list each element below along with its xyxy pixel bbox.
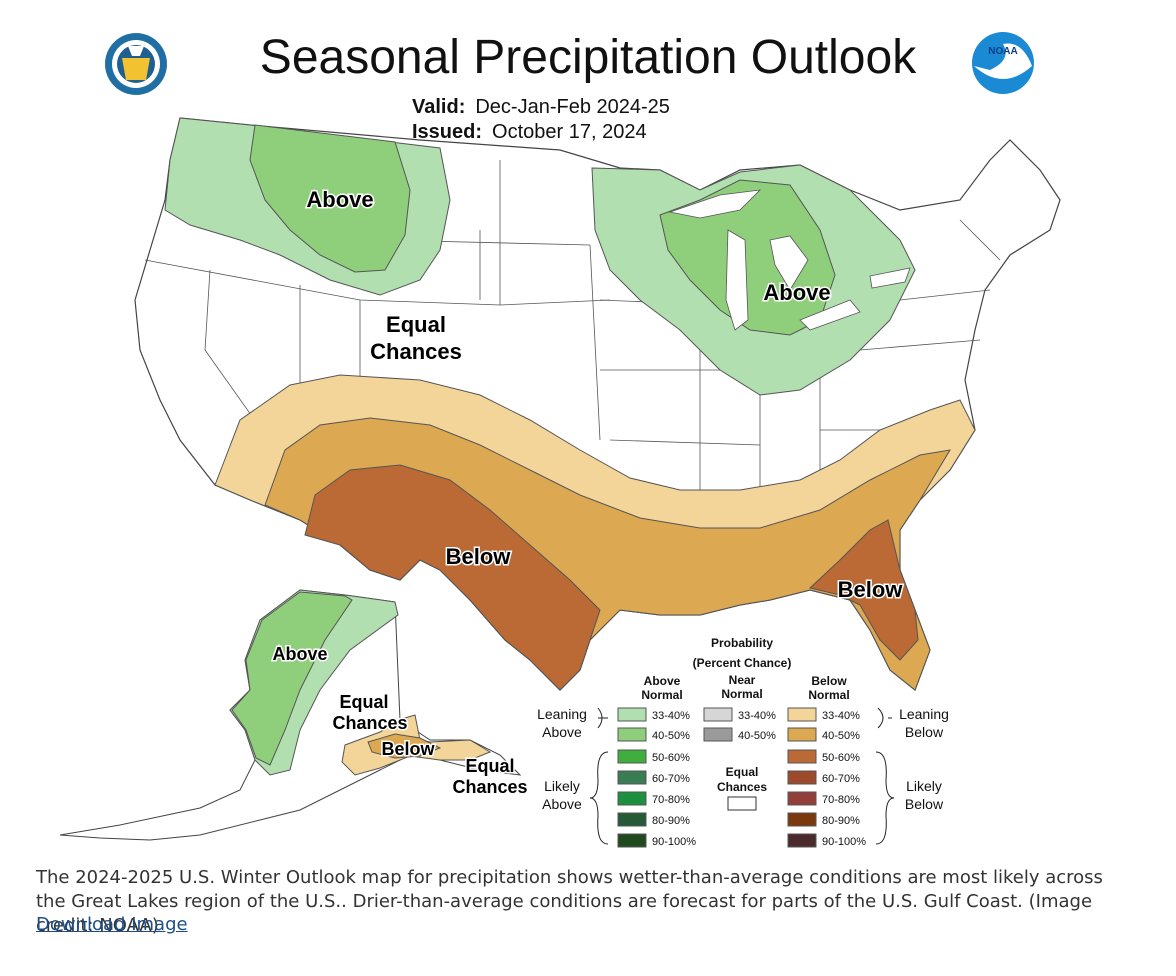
map-title: Seasonal Precipitation Outlook	[259, 31, 917, 84]
label-ak-below: Below	[381, 739, 435, 759]
legend-equal-2: Chances	[717, 780, 767, 794]
legend-below-swatch	[787, 833, 817, 848]
legend-likely-below-2: Below	[905, 796, 944, 812]
legend-near-range-label: 40-50%	[738, 730, 776, 742]
legend-likely-above-1: Likely	[544, 778, 580, 794]
legend-near-range-label: 33-40%	[738, 710, 776, 722]
commerce-seal-logo	[105, 33, 167, 95]
legend-below-range-label: 40-50%	[822, 730, 860, 742]
label-sw-below: Below	[446, 544, 512, 569]
legend-below-range-label: 70-80%	[822, 794, 860, 806]
legend-below-head-1: Below	[811, 674, 847, 688]
legend-below-swatch	[787, 812, 817, 827]
legend-below-range-label: 60-70%	[822, 773, 860, 785]
legend-above-range-label: 40-50%	[652, 730, 690, 742]
valid-label: Valid:	[412, 96, 466, 118]
legend-above-range-label: 50-60%	[652, 752, 690, 764]
issued-row: Issued: October 17, 2024	[412, 121, 647, 144]
alaska-below-40-50	[367, 733, 442, 759]
legend-title-1: Probability	[711, 636, 773, 650]
issued-label: Issued:	[412, 121, 483, 143]
label-se-below: Below	[838, 577, 904, 602]
great-lakes-water	[668, 189, 911, 331]
legend-above-column: 33-40% 40-50% 50-60% 60-70% 70-80% 80-90% 90-1…	[617, 707, 696, 848]
noaa-logo: NOAA	[972, 32, 1034, 94]
legend-above-swatch	[617, 833, 647, 848]
legend-above-range-label: 33-40%	[652, 710, 690, 722]
legend-above-range-label: 70-80%	[652, 794, 690, 806]
image-caption: The 2024-2025 U.S. Winter Outlook map fo…	[36, 867, 1103, 936]
legend-below-swatch	[787, 770, 817, 785]
bracket-leaning-below	[877, 707, 892, 729]
legend-below-swatch	[787, 707, 817, 722]
nw-above-40-50	[249, 124, 411, 273]
label-ak-equal-b2: Chances	[452, 777, 527, 797]
label-nw-above: Above	[306, 187, 373, 212]
legend-below-range-label: 90-100%	[822, 836, 866, 848]
legend-below-head-2: Normal	[808, 688, 849, 702]
se-below-50-60	[808, 519, 919, 661]
label-ak-above: Above	[272, 644, 327, 664]
valid-value: Dec-Jan-Feb 2024-25	[475, 96, 670, 118]
bracket-likely-above	[589, 751, 609, 845]
legend-near-column: 33-40% 40-50%	[703, 707, 776, 742]
legend-below-column: 33-40% 40-50% 50-60% 60-70% 70-80% 80-90% 90-1…	[787, 707, 866, 848]
valid-row: Valid: Dec-Jan-Feb 2024-25	[412, 96, 670, 119]
legend-above-range-label: 60-70%	[652, 773, 690, 785]
legend-above-swatch	[617, 707, 647, 722]
legend-above-head-2: Normal	[641, 688, 682, 702]
legend-above-swatch	[617, 749, 647, 764]
label-ak-equal-b1: Equal	[465, 756, 514, 776]
alaska-above-40-50	[231, 591, 353, 766]
bracket-likely-below	[875, 751, 895, 845]
legend-below-swatch	[787, 749, 817, 764]
legend-leaning-below-2: Below	[905, 724, 944, 740]
outlook-map-svg: NOAA	[59, 32, 1061, 848]
label-ak-equal-1: Equal	[339, 692, 388, 712]
legend-above-swatch	[617, 791, 647, 806]
legend-near-swatch	[703, 727, 733, 742]
legend-below-range-label: 80-90%	[822, 815, 860, 827]
legend-likely-below-1: Likely	[906, 778, 942, 794]
legend-below-range-label: 50-60%	[822, 752, 860, 764]
legend-above-swatch	[617, 770, 647, 785]
noaa-logo-text: NOAA	[988, 46, 1017, 57]
download-image-link[interactable]: Download Image	[36, 914, 188, 935]
legend-near-head-2: Normal	[721, 687, 762, 701]
outlook-map-figure: Seasonal Precipitation Outlook Valid: Dec…	[59, 31, 1061, 848]
legend-title-2: (Percent Chance)	[693, 656, 792, 670]
legend-below-swatch	[787, 727, 817, 742]
bracket-leaning-above	[597, 707, 608, 729]
legend-leaning-below-1: Leaning	[899, 706, 949, 722]
probability-legend: Probability (Percent Chance) Above Norma…	[537, 636, 949, 848]
legend-above-range-label: 90-100%	[652, 836, 696, 848]
legend-likely-above-2: Above	[542, 796, 582, 812]
label-ak-equal-2: Chances	[332, 713, 407, 733]
legend-leaning-above-1: Leaning	[537, 706, 587, 722]
legend-above-swatch	[617, 727, 647, 742]
legend-below-swatch	[787, 791, 817, 806]
legend-above-head-1: Above	[644, 674, 681, 688]
legend-above-swatch	[617, 812, 647, 827]
issued-value: October 17, 2024	[492, 121, 647, 143]
legend-near-head-1: Near	[729, 673, 756, 687]
label-equal-2: Chances	[370, 339, 462, 364]
legend-equal-swatch	[727, 796, 757, 811]
legend-below-range-label: 33-40%	[822, 710, 860, 722]
legend-leaning-above-2: Above	[542, 724, 582, 740]
legend-equal-1: Equal	[726, 765, 759, 779]
label-equal-1: Equal	[386, 312, 446, 337]
legend-near-swatch	[703, 707, 733, 722]
label-gl-above: Above	[763, 280, 830, 305]
sw-below-50-60	[304, 464, 601, 691]
legend-above-range-label: 80-90%	[652, 815, 690, 827]
